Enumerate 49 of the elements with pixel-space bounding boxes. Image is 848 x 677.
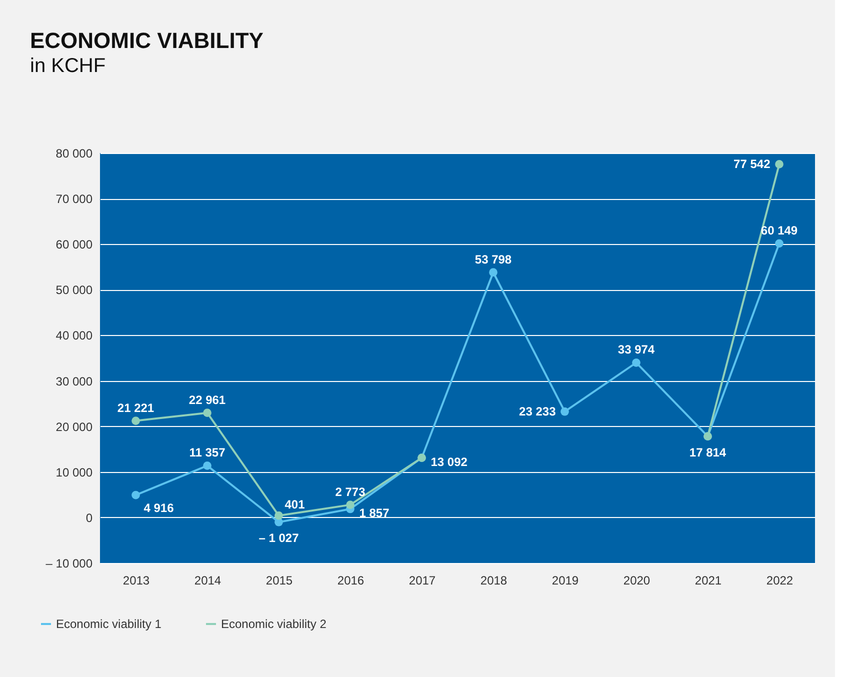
y-tick-label: 20 000	[56, 420, 93, 434]
data-label: 13 092	[430, 454, 468, 469]
legend-label: Economic viability 1	[56, 617, 162, 631]
point	[775, 239, 784, 248]
data-label: 22 961	[188, 392, 226, 407]
point	[560, 407, 569, 416]
x-tick-label: 2022	[766, 574, 794, 588]
y-tick-label: 50 000	[56, 283, 93, 298]
y-tick-label: 70 000	[56, 192, 93, 206]
data-label: 17 814	[689, 445, 726, 460]
x-tick-label: 2016	[337, 574, 364, 588]
data-label: 21 221	[117, 400, 154, 415]
y-tick-label: – 10 000	[46, 556, 93, 570]
data-label: 1 857	[359, 506, 390, 520]
data-label: 23 233	[519, 404, 556, 419]
y-tick-label: 10 000	[56, 465, 93, 480]
y-tick-label: 0	[86, 510, 93, 525]
y-tick-label: 80 000	[56, 146, 93, 160]
data-label: 11 357	[189, 446, 226, 460]
point	[132, 416, 140, 425]
point	[203, 462, 212, 470]
chart-subtitle: in KCHF	[30, 55, 106, 77]
data-label: 77 542	[734, 157, 771, 172]
x-tick-label: 2019	[552, 574, 579, 588]
point	[346, 500, 354, 509]
y-tick-label: 60 000	[56, 238, 93, 252]
data-label: 2 773	[335, 484, 366, 499]
chart-title: ECONOMIC VIABILITY	[30, 28, 264, 53]
point	[203, 408, 212, 418]
point	[274, 511, 283, 520]
x-tick-label: 2017	[408, 574, 436, 588]
x-tick-label: 2018	[480, 574, 508, 588]
y-tick-label: 30 000	[56, 374, 93, 388]
x-tick-label: 2014	[194, 574, 222, 588]
point	[489, 268, 498, 277]
x-tick-label: 2020	[623, 574, 650, 588]
legend-label: Economic viability 2	[221, 617, 327, 631]
point	[775, 160, 784, 168]
data-label: 33 974	[618, 342, 655, 357]
point	[132, 490, 140, 500]
data-label: – 1 027	[258, 531, 300, 546]
point	[632, 358, 640, 367]
x-tick-label: 2021	[694, 574, 722, 588]
data-label: 401	[284, 498, 306, 512]
x-tick-label: 2015	[266, 574, 293, 588]
y-tick-label: 40 000	[56, 328, 93, 343]
x-tick-label: 2013	[122, 574, 150, 588]
data-label: 53 798	[474, 252, 512, 266]
data-label: 4 916	[144, 501, 174, 516]
